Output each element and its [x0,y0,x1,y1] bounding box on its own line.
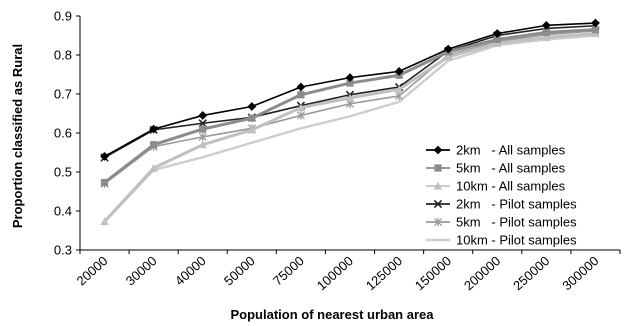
x-tick-label: 20000 [74,253,111,288]
series-1 [100,18,600,161]
data-point [248,114,256,122]
data-point [443,52,453,61]
x-tick-label: 250000 [510,253,552,293]
data-point [394,85,404,93]
data-point [247,102,257,111]
data-point [296,111,305,120]
data-point [150,141,158,149]
series-line [103,34,596,223]
data-point [394,66,404,76]
legend-item: 2km - All samples [426,143,566,158]
axes [79,16,620,251]
data-point [345,93,355,102]
x-tick-label: 200000 [461,253,503,293]
series-2 [100,26,600,187]
y-tick-label: 0.3 [54,243,72,258]
legend-marker [434,164,442,172]
data-point [296,82,306,92]
legend-marker [433,181,443,190]
data-point [247,125,257,134]
data-point [100,152,109,161]
legend-item: 10km - All samples [426,179,566,194]
legend: 2km - All samples 5km - All samples 10km -… [426,143,577,248]
y-tick-label: 0.5 [54,165,72,180]
x-tick-label: 100000 [314,253,356,293]
data-point [492,29,502,38]
data-point [198,132,207,142]
data-point [199,125,207,133]
data-point [100,217,109,226]
legend-item: 5km - Pilot samples [426,215,577,230]
data-point [395,91,404,101]
legend-label: 5km - Pilot samples [456,215,577,230]
data-point [346,79,354,87]
x-tick-label: 125000 [363,253,405,293]
series-layer [100,18,600,226]
y-tick-label: 0.4 [54,204,72,219]
legend-label: 2km - Pilot samples [456,197,577,212]
x-axis-title: Population of nearest urban area [231,307,435,322]
data-point [198,140,207,149]
x-tick-label: 30000 [123,253,160,288]
legend-label: 10km - Pilot samples [456,233,577,248]
x-tick-label: 40000 [172,253,209,288]
y-tick-label: 0.8 [54,48,72,63]
data-point [149,124,159,134]
data-point [297,91,305,99]
legend-label: 2km - All samples [456,143,566,158]
x-tick-label: 300000 [559,253,601,293]
legend-label: 5km - All samples [456,161,566,176]
series-3 [100,29,600,226]
legend-marker [433,199,443,209]
legend-item: 10km - Pilot samples [426,233,577,248]
data-point [541,20,551,30]
data-point [591,18,600,28]
legend-marker [433,217,443,227]
x-tick-label: 150000 [412,253,454,293]
series-6 [103,34,596,223]
data-point [198,111,208,120]
y-tick-label: 0.9 [54,9,72,24]
y-tick-label: 0.7 [54,87,72,102]
y-axis-title: Proportion classified as Rural [10,44,25,228]
y-tick-label: 0.6 [54,126,72,141]
data-point [542,28,550,36]
data-point [443,44,453,54]
legend-marker [433,145,443,155]
legend-item: 5km - All samples [426,161,566,176]
data-point [591,26,600,34]
data-point [493,35,501,43]
data-point [296,103,306,112]
legend-item: 2km - Pilot samples [426,197,577,212]
x-tick-label: 50000 [221,253,258,288]
x-tick-label: 75000 [270,253,307,288]
legend-label: 10km - All samples [456,179,566,194]
data-point [345,73,355,83]
y-axis-ticks: 0.3 0.4 0.5 0.6 0.7 0.8 0.9 [54,9,80,258]
data-point [542,33,551,42]
data-point [149,163,158,172]
data-point [100,178,109,187]
x-axis-ticks: 20000 30000 40000 50000 75000 100000 125000 150… [74,250,621,293]
